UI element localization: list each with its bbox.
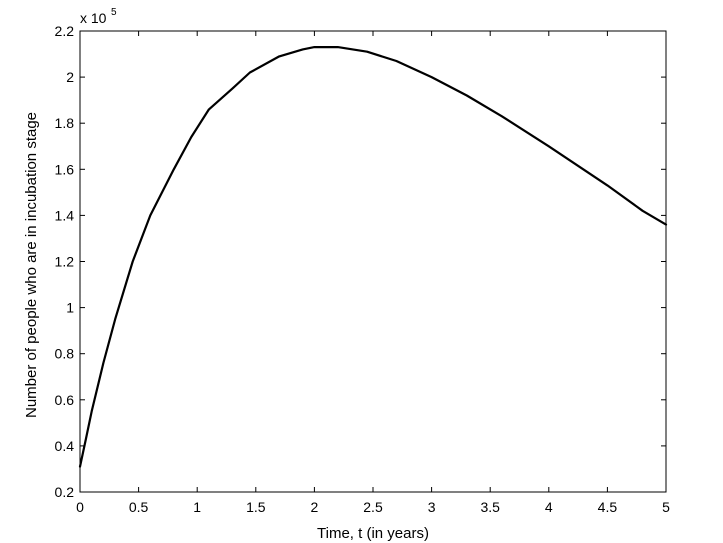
y-tick-label: 1.4	[55, 207, 75, 223]
y-tick-label: 2.2	[55, 23, 75, 39]
y-axis-ticks: 0.2 0.4 0.6 0.8 1 1.2 1.4 1.6 1.8 2 2.2	[55, 23, 666, 500]
x-tick-label: 5	[662, 499, 670, 515]
x-tick-label: 0.5	[129, 499, 149, 515]
y-tick-label: 0.6	[55, 392, 75, 408]
y-tick-label: 1.2	[55, 254, 75, 270]
x-tick-label: 3.5	[480, 499, 500, 515]
x-axis-label: Time, t (in years)	[317, 525, 429, 542]
y-tick-label: 0.2	[55, 484, 75, 500]
y-tick-label: 1	[66, 300, 74, 316]
x-tick-label: 2	[311, 499, 319, 515]
x-tick-label: 2.5	[363, 499, 383, 515]
x-tick-label: 4.5	[598, 499, 618, 515]
y-tick-label: 1.6	[55, 161, 75, 177]
y-tick-label: 0.4	[55, 438, 75, 454]
x-tick-label: 1.5	[246, 499, 266, 515]
x-tick-label: 3	[428, 499, 436, 515]
y-tick-label: 2	[66, 69, 74, 85]
series-layer	[78, 45, 668, 468]
y-tick-label: 1.8	[55, 115, 75, 131]
y-axis-label: Number of people who are in incubation s…	[23, 112, 40, 418]
y-axis-multiplier: x 10	[80, 10, 107, 26]
x-tick-label: 0	[76, 499, 84, 515]
y-axis-multiplier-exponent: 5	[111, 7, 117, 18]
plot-frame	[79, 30, 667, 493]
x-tick-label: 4	[545, 499, 553, 515]
x-tick-label: 1	[193, 499, 201, 515]
y-tick-label: 0.8	[55, 346, 75, 362]
series-line	[78, 45, 668, 468]
x-axis-ticks: 0 0.5 1 1.5 2 2.5 3 3.5 4 4.5 5	[76, 31, 670, 515]
